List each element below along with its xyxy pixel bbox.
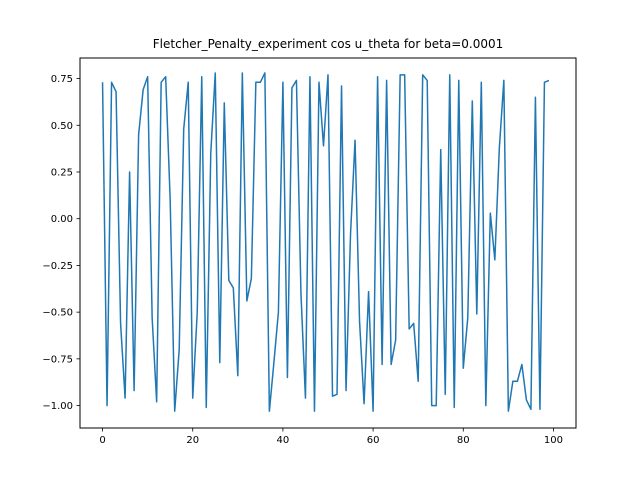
y-tick-label: −0.25 — [42, 261, 73, 272]
x-tick-label: 60 — [367, 435, 380, 446]
x-tick-label: 20 — [186, 435, 199, 446]
axes-frame — [79, 57, 577, 429]
x-tick-label: 0 — [99, 435, 105, 446]
x-tick-label: 40 — [277, 435, 290, 446]
plot-area — [101, 72, 550, 412]
chart-title: Fletcher_Penalty_experiment cos u_theta … — [153, 37, 503, 51]
y-tick-label: 0.25 — [51, 167, 73, 178]
series-line-0 — [101, 72, 550, 412]
y-tick-label: −0.50 — [42, 308, 73, 319]
y-tick-label: −0.75 — [42, 354, 73, 365]
axis-ticks: 0 20 40 60 80 100 −1.00 −0.75 −0.50 −0.25 0.00 0.25… — [42, 74, 563, 446]
y-tick-label: −1.00 — [42, 401, 73, 412]
x-tick-label: 100 — [544, 435, 563, 446]
y-tick-label: 0.75 — [51, 74, 73, 85]
y-tick-label: 0.50 — [51, 121, 73, 132]
x-tick-label: 80 — [457, 435, 470, 446]
y-tick-label: 0.00 — [51, 214, 73, 225]
